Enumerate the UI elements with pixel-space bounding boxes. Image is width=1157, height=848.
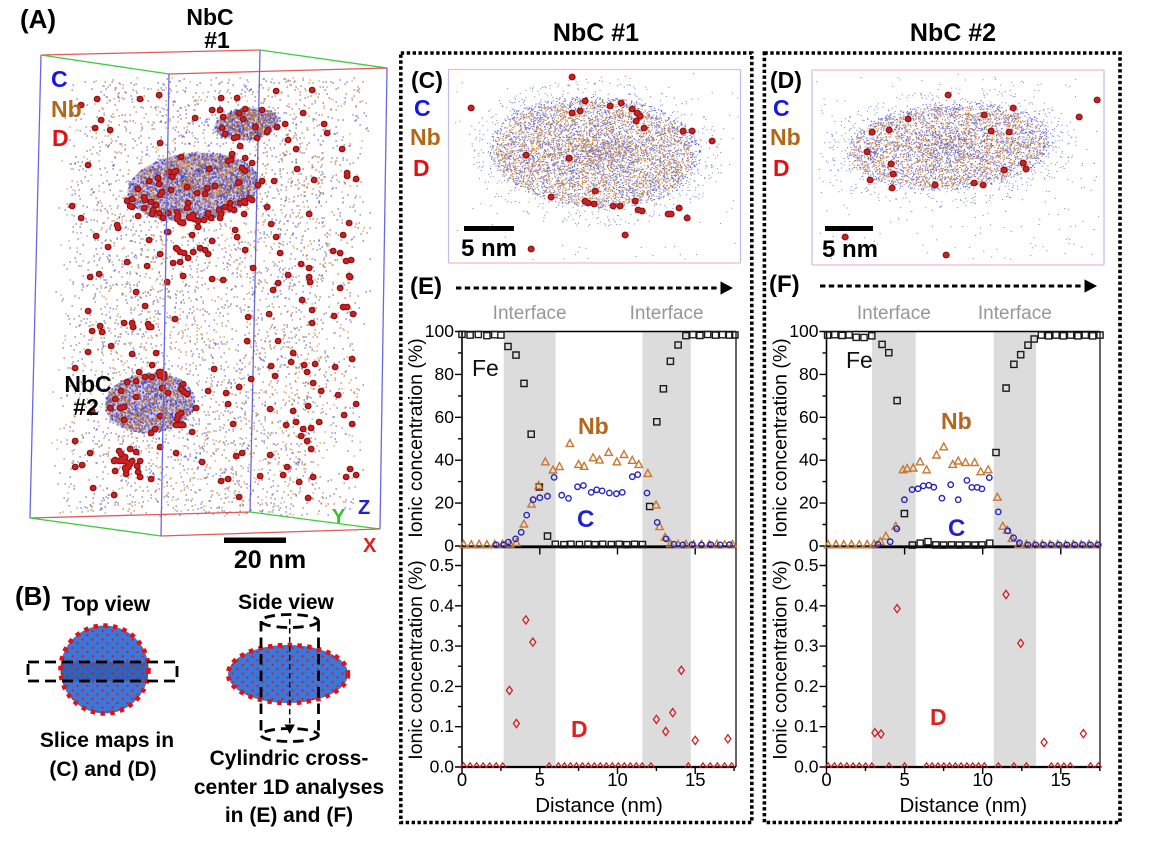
svg-text:0.5: 0.5 bbox=[794, 555, 818, 575]
svg-text:0.1: 0.1 bbox=[430, 716, 454, 736]
svg-text:0: 0 bbox=[444, 536, 454, 556]
svg-text:Interface: Interface bbox=[630, 303, 704, 324]
svg-text:D: D bbox=[413, 155, 430, 181]
svg-text:C: C bbox=[414, 95, 431, 121]
svg-text:(C) and (D): (C) and (D) bbox=[49, 758, 156, 781]
svg-text:C: C bbox=[577, 506, 594, 533]
svg-text:#1: #1 bbox=[204, 27, 230, 53]
svg-text:Interface: Interface bbox=[493, 303, 567, 324]
svg-text:10: 10 bbox=[972, 769, 993, 790]
svg-text:15: 15 bbox=[1051, 769, 1072, 790]
svg-text:in (E) and (F): in (E) and (F) bbox=[225, 804, 353, 827]
svg-text:60: 60 bbox=[435, 407, 455, 427]
svg-text:60: 60 bbox=[799, 407, 819, 427]
svg-text:0: 0 bbox=[809, 536, 819, 556]
svg-text:C: C bbox=[773, 95, 790, 121]
svg-text:0.0: 0.0 bbox=[430, 757, 455, 777]
svg-text:(A): (A) bbox=[20, 4, 56, 34]
svg-text:20 nm: 20 nm bbox=[234, 546, 306, 574]
svg-text:0.1: 0.1 bbox=[794, 716, 818, 736]
svg-text:X: X bbox=[363, 535, 377, 557]
svg-text:80: 80 bbox=[435, 364, 455, 384]
svg-text:100: 100 bbox=[425, 321, 454, 341]
svg-text:Ionic concentration (%): Ionic concentration (%) bbox=[770, 560, 792, 759]
svg-text:20: 20 bbox=[435, 493, 455, 513]
svg-text:D: D bbox=[52, 125, 69, 151]
svg-text:5: 5 bbox=[899, 769, 909, 790]
svg-text:Cylindric cross-: Cylindric cross- bbox=[210, 747, 369, 770]
svg-text:Side view: Side view bbox=[238, 591, 334, 614]
svg-text:NbC: NbC bbox=[186, 4, 233, 30]
svg-text:(E): (E) bbox=[410, 273, 442, 300]
svg-text:0.3: 0.3 bbox=[430, 636, 454, 656]
svg-text:Ionic concentration (%): Ionic concentration (%) bbox=[405, 338, 427, 537]
svg-text:100: 100 bbox=[789, 321, 818, 341]
svg-text:C: C bbox=[51, 66, 68, 92]
svg-text:Distance (nm): Distance (nm) bbox=[535, 794, 663, 817]
svg-text:(B): (B) bbox=[15, 581, 51, 611]
svg-text:10: 10 bbox=[607, 769, 628, 790]
svg-text:5 nm: 5 nm bbox=[822, 236, 878, 263]
svg-text:#2: #2 bbox=[73, 394, 99, 420]
svg-text:NbC #2: NbC #2 bbox=[910, 19, 996, 47]
svg-text:Y: Y bbox=[332, 506, 346, 528]
svg-text:Z: Z bbox=[358, 497, 370, 519]
svg-text:Ionic concentration (%): Ionic concentration (%) bbox=[405, 560, 427, 759]
svg-text:(D): (D) bbox=[770, 67, 802, 93]
svg-text:D: D bbox=[930, 704, 947, 730]
svg-text:D: D bbox=[773, 155, 790, 181]
svg-text:Nb: Nb bbox=[770, 124, 801, 150]
svg-text:Distance (nm): Distance (nm) bbox=[899, 794, 1027, 817]
svg-text:Fe: Fe bbox=[846, 347, 873, 373]
svg-text:Top view: Top view bbox=[62, 593, 151, 616]
svg-text:Nb: Nb bbox=[941, 408, 972, 434]
svg-text:Ionic concentration (%): Ionic concentration (%) bbox=[770, 338, 792, 537]
svg-text:0.2: 0.2 bbox=[794, 676, 818, 696]
svg-text:0.4: 0.4 bbox=[430, 595, 455, 615]
svg-text:D: D bbox=[571, 716, 588, 742]
svg-text:0.4: 0.4 bbox=[794, 595, 819, 615]
svg-text:NbC: NbC bbox=[64, 371, 111, 397]
svg-text:5: 5 bbox=[535, 769, 545, 790]
svg-text:0.3: 0.3 bbox=[794, 636, 818, 656]
svg-text:0: 0 bbox=[457, 769, 467, 790]
svg-text:Interface: Interface bbox=[857, 303, 931, 324]
svg-text:0.2: 0.2 bbox=[430, 676, 454, 696]
svg-text:Interface: Interface bbox=[978, 303, 1052, 324]
svg-text:0.0: 0.0 bbox=[794, 757, 819, 777]
svg-text:C: C bbox=[948, 515, 965, 542]
svg-text:0.5: 0.5 bbox=[430, 555, 454, 575]
svg-text:Slice maps in: Slice maps in bbox=[40, 729, 174, 752]
svg-text:(C): (C) bbox=[411, 67, 443, 93]
svg-text:Fe: Fe bbox=[472, 355, 499, 381]
svg-text:20: 20 bbox=[799, 493, 819, 513]
svg-text:(F): (F) bbox=[769, 271, 800, 298]
svg-text:40: 40 bbox=[435, 450, 455, 470]
svg-text:40: 40 bbox=[799, 450, 819, 470]
svg-text:NbC #1: NbC #1 bbox=[553, 19, 639, 47]
svg-text:Nb: Nb bbox=[578, 413, 609, 439]
svg-text:Nb: Nb bbox=[410, 124, 441, 150]
svg-text:5 nm: 5 nm bbox=[461, 235, 517, 262]
svg-text:Nb: Nb bbox=[51, 96, 82, 122]
svg-text:15: 15 bbox=[685, 769, 706, 790]
svg-text:center 1D analyses: center 1D analyses bbox=[194, 776, 384, 799]
svg-text:0: 0 bbox=[821, 769, 831, 790]
svg-text:80: 80 bbox=[799, 364, 819, 384]
